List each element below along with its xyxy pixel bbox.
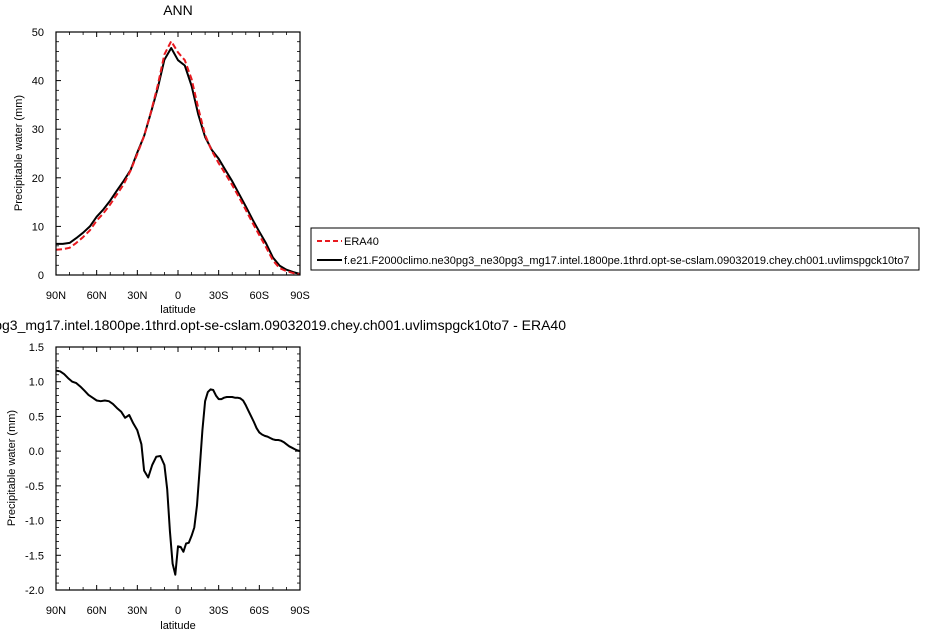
bot-x-tick-label: 90S xyxy=(290,605,310,617)
top-y-tick-labels: 0 10 20 30 40 50 xyxy=(32,27,44,282)
bottom-x-axis-label: latitude xyxy=(160,620,195,632)
bot-y-tick-label: -2.0 xyxy=(25,585,44,597)
top-chart-title: ANN xyxy=(163,2,193,18)
top-y-tick-label: 40 xyxy=(32,76,44,88)
top-x-tick-label: 90N xyxy=(46,290,66,302)
bottom-series-group xyxy=(55,369,301,576)
top-x-tick-label: 60S xyxy=(250,290,270,302)
bot-y-tick-label: 0.0 xyxy=(29,446,44,458)
bot-y-tick-label: -1.0 xyxy=(25,516,44,528)
top-x-tick-label: 60N xyxy=(87,290,107,302)
bot-x-tick-label: 60N xyxy=(87,605,107,617)
bottom-y-tick-labels: -2.0 -1.5 -1.0 -0.5 0.0 0.5 1.0 1.5 xyxy=(25,342,44,597)
top-y-tick-label: 0 xyxy=(38,270,44,282)
bot-x-tick-label: 0 xyxy=(175,605,181,617)
bot-series-line-0 xyxy=(55,369,301,576)
bottom-y-axis-label: Precipitable water (mm) xyxy=(6,410,18,526)
bot-y-tick-label: -1.5 xyxy=(25,550,44,562)
bot-x-tick-label: 60S xyxy=(250,605,270,617)
top-series-line-1 xyxy=(56,47,301,275)
top-y-tick-label: 20 xyxy=(32,173,44,185)
bottom-x-tick-labels: 90N 60N 30N 0 30S 60S 90S xyxy=(46,605,310,617)
top-series-line-0 xyxy=(55,40,301,276)
top-x-tick-label: 90S xyxy=(290,290,310,302)
bot-x-tick-label: 90N xyxy=(46,605,66,617)
bottom-chart-title: f.e21.F2000climo.ne30pg3_ne30pg3_mg17.in… xyxy=(0,317,566,333)
bot-x-tick-label: 30S xyxy=(209,605,229,617)
top-y-tick-label: 50 xyxy=(32,27,44,39)
bot-y-tick-label: 1.5 xyxy=(29,342,44,354)
bot-x-tick-label: 30N xyxy=(127,605,147,617)
top-x-tick-label: 0 xyxy=(175,290,181,302)
legend-label-model: f.e21.F2000climo.ne30pg3_ne30pg3_mg17.in… xyxy=(344,255,909,267)
bottom-plot-frame xyxy=(55,346,301,591)
bot-y-tick-label: -0.5 xyxy=(25,481,44,493)
top-series-group xyxy=(55,40,301,276)
bottom-panel: f.e21.F2000climo.ne30pg3_ne30pg3_mg17.in… xyxy=(0,317,566,632)
legend-label-era40: ERA40 xyxy=(344,236,379,248)
top-panel: ANN 90N 60N 30N 0 30S 60S 90S 0 10 20 30 40 50 lati… xyxy=(13,2,310,316)
top-x-tick-labels: 90N 60N 30N 0 30S 60S 90S xyxy=(46,290,310,302)
top-y-tick-label: 30 xyxy=(32,124,44,136)
bot-y-tick-label: 1.0 xyxy=(29,377,44,389)
legend-frame xyxy=(310,227,920,271)
top-y-tick-label: 10 xyxy=(32,221,44,233)
top-x-tick-label: 30S xyxy=(209,290,229,302)
top-plot-frame xyxy=(55,31,301,276)
legend: ERA40 f.e21.F2000climo.ne30pg3_ne30pg3_m… xyxy=(310,227,920,271)
top-y-axis-label: Precipitable water (mm) xyxy=(13,95,25,211)
top-x-axis-label: latitude xyxy=(160,304,195,316)
top-x-tick-label: 30N xyxy=(127,290,147,302)
bot-y-tick-label: 0.5 xyxy=(29,411,44,423)
